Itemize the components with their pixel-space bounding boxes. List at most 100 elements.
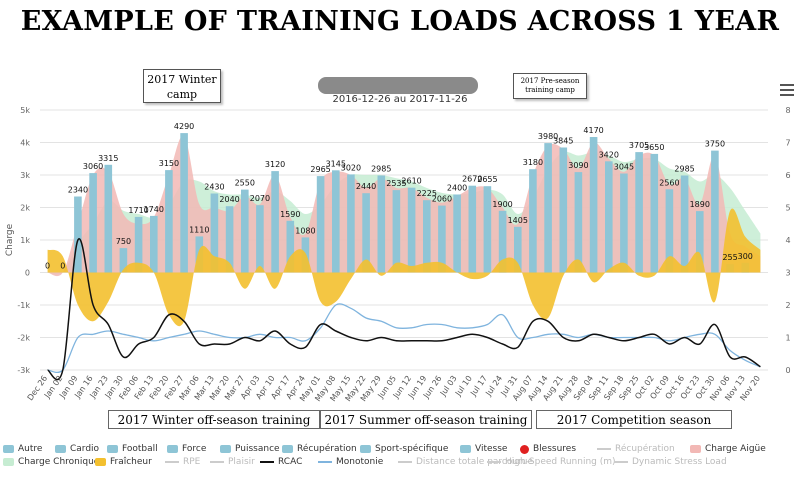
legend-label: High-Speed Running (m) — [505, 457, 616, 467]
legend-item[interactable]: Vitesse — [460, 444, 507, 454]
freshness-area — [47, 208, 761, 327]
legend-label: Vitesse — [475, 444, 508, 454]
load-bar — [332, 170, 340, 273]
monotony-line — [47, 303, 761, 374]
legend-item[interactable]: Cardio — [55, 444, 99, 454]
bar-data-label: 2225 — [417, 189, 437, 198]
bar-data-label: 4290 — [174, 122, 194, 131]
load-bar — [165, 170, 173, 273]
bar-data-label: 0 — [60, 262, 65, 271]
y-tick-label: 5k — [20, 106, 30, 115]
legend-label: Récupération — [297, 444, 357, 454]
bar-data-label: 2985 — [371, 164, 391, 173]
legend-label: Fraîcheur — [110, 457, 152, 467]
bar-data-label: 2610 — [401, 177, 421, 186]
load-bar — [362, 193, 370, 273]
bar-data-label: 2560 — [659, 178, 679, 187]
load-bar — [529, 169, 537, 273]
legend-label: Récupération — [615, 444, 675, 454]
legend-item[interactable]: Autre — [3, 444, 42, 454]
load-bar — [286, 220, 295, 273]
legend-label: Plaisir — [228, 457, 255, 467]
legend-symbol-icon — [167, 445, 178, 453]
bar-data-label: 750 — [116, 237, 131, 246]
legend-item[interactable]: Récupération — [597, 444, 675, 454]
load-bar — [74, 196, 82, 273]
load-bar — [635, 152, 643, 273]
legend-symbol-icon — [165, 461, 179, 463]
y2-tick-label: 4 — [785, 236, 790, 245]
page-title: EXAMPLE OF TRAINING LOADS ACROSS 1 YEAR — [20, 6, 780, 37]
bar-data-label: 2400 — [447, 184, 467, 193]
legend-symbol-icon — [398, 461, 412, 463]
bar-data-label: 2550 — [235, 179, 255, 188]
y2-tick-label: 6 — [785, 171, 790, 180]
load-bar — [468, 185, 477, 273]
legend-item[interactable]: Monotonie — [318, 457, 383, 467]
load-bar — [241, 189, 249, 273]
legend-item[interactable]: Plaisir — [210, 457, 255, 467]
legend-item[interactable]: Football — [107, 444, 158, 454]
load-bar — [119, 248, 128, 273]
bar-data-label: 3150 — [159, 159, 179, 168]
y2-tick-label: 2 — [785, 301, 790, 310]
y-axis-label: Charge — [5, 223, 15, 256]
load-bar — [544, 143, 552, 273]
legend-item[interactable]: Puissance — [220, 444, 280, 454]
bar-data-label: 2430 — [204, 183, 224, 192]
legend-symbol-icon — [220, 445, 231, 453]
legend-item[interactable]: Sport-spécifique — [360, 444, 448, 454]
bar-data-label: 255 — [722, 253, 737, 262]
bar-data-label: 1710 — [128, 206, 148, 215]
load-bar — [696, 211, 704, 273]
bar-data-label: 2040 — [219, 195, 239, 204]
hamburger-menu-icon[interactable] — [780, 84, 794, 96]
load-bar — [680, 175, 689, 273]
load-bar — [620, 173, 628, 273]
legend-symbol-icon — [210, 461, 224, 463]
legend-label: Distance totale parcourue — [416, 457, 534, 467]
legend-item[interactable]: Fraîcheur — [95, 457, 152, 467]
legend-item[interactable]: Distance totale parcourue — [398, 457, 533, 467]
bar-data-label: 3060 — [83, 162, 103, 171]
legend-label: RPE — [183, 457, 201, 467]
legend-item[interactable]: High-Speed Running (m) — [487, 457, 616, 467]
bar-data-label: 3980 — [538, 132, 558, 141]
legend-symbol-icon — [3, 445, 14, 453]
load-bar — [316, 176, 325, 273]
load-bar — [650, 153, 659, 273]
legend-symbol-icon — [260, 461, 274, 463]
load-bar — [104, 164, 113, 273]
bar-data-label: 1080 — [295, 226, 315, 235]
legend-label: Charge Aigüe — [705, 444, 766, 454]
legend-symbol-icon — [107, 445, 118, 453]
y-tick-label: 1k — [20, 236, 30, 245]
legend-item[interactable]: Récupération — [282, 444, 357, 454]
load-bar — [377, 175, 386, 273]
legend-label: Blessures — [533, 444, 577, 454]
load-bar — [498, 210, 507, 273]
legend-item[interactable]: RCAC — [260, 457, 302, 467]
legend-item[interactable]: Charge Aigüe — [690, 444, 766, 454]
bar-data-label: 1890 — [690, 200, 710, 209]
legend-label: Cardio — [70, 444, 100, 454]
legend-symbol-icon — [487, 461, 501, 463]
legend-item[interactable]: RPE — [165, 457, 200, 467]
legend-item[interactable]: Charge Chronique — [3, 457, 99, 467]
legend-symbol-icon — [690, 445, 701, 453]
bar-data-label: 2440 — [356, 182, 376, 191]
bar-data-label: 3845 — [553, 137, 573, 146]
legend-item[interactable]: Blessures — [520, 444, 576, 454]
legend-symbol-icon — [614, 461, 628, 463]
load-bar — [711, 150, 719, 273]
load-bar — [605, 161, 613, 273]
legend-item[interactable]: Dynamic Stress Load — [614, 457, 727, 467]
bar-data-label: 2060 — [432, 195, 452, 204]
load-bar — [438, 205, 446, 273]
legend-item[interactable]: Force — [167, 444, 206, 454]
y2-tick-label: 8 — [785, 106, 790, 115]
legend-label: Monotonie — [336, 457, 384, 467]
legend-symbol-icon — [55, 445, 66, 453]
y2-tick-label: 7 — [785, 139, 790, 148]
